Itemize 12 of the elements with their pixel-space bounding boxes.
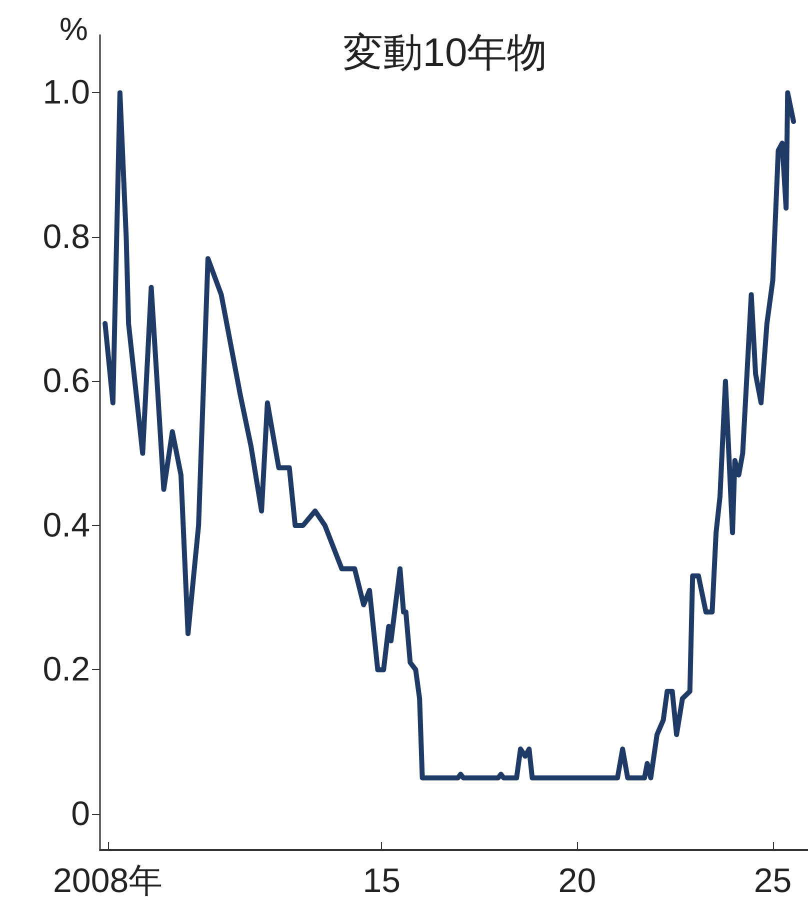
y-tick-label: 0.4 xyxy=(42,506,90,544)
y-tick-label: 0.6 xyxy=(42,362,90,400)
y-tick-label: 0.8 xyxy=(42,218,90,256)
x-tick-label: 25 xyxy=(754,862,792,900)
y-axis-title: % xyxy=(60,11,88,47)
y-tick-label: 0 xyxy=(71,794,90,833)
y-tick-label: 0.2 xyxy=(42,650,90,689)
y-tick-label: 1.0 xyxy=(42,74,90,112)
x-tick-label: 20 xyxy=(558,862,596,900)
x-tick-label: 2008年 xyxy=(53,862,163,900)
x-tick-label: 15 xyxy=(362,862,401,900)
chart-title: 変動10年物 xyxy=(342,31,548,75)
